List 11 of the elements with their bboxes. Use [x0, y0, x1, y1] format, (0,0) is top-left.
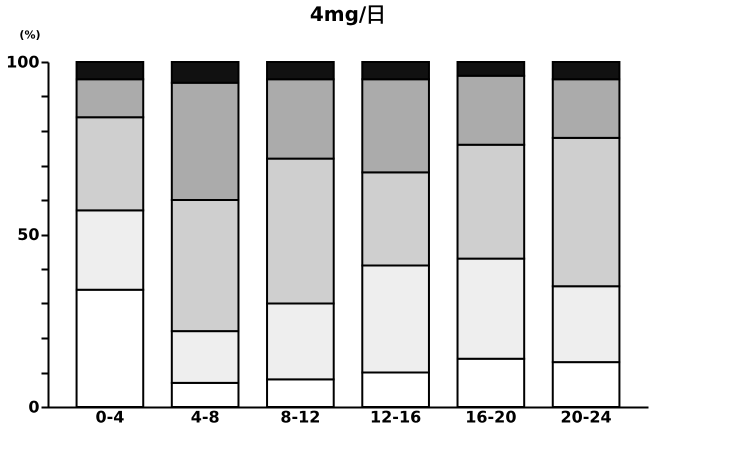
x-tick-label: 16-20 [465, 408, 516, 426]
y-tick-label: 0 [28, 398, 40, 416]
y-tick-label: 50 [17, 225, 40, 244]
x-tick-label: 8-12 [280, 408, 320, 426]
x-tick-label: 12-16 [370, 408, 422, 426]
x-tick-label: 0-4 [95, 408, 124, 426]
y-tick-label: 100 [6, 52, 40, 72]
x-tick-label: 4-8 [190, 408, 220, 426]
y-axis-title: (%) [19, 28, 40, 42]
chart-title: 4mg/日 [310, 2, 386, 26]
x-tick-label: 20-24 [560, 408, 612, 426]
